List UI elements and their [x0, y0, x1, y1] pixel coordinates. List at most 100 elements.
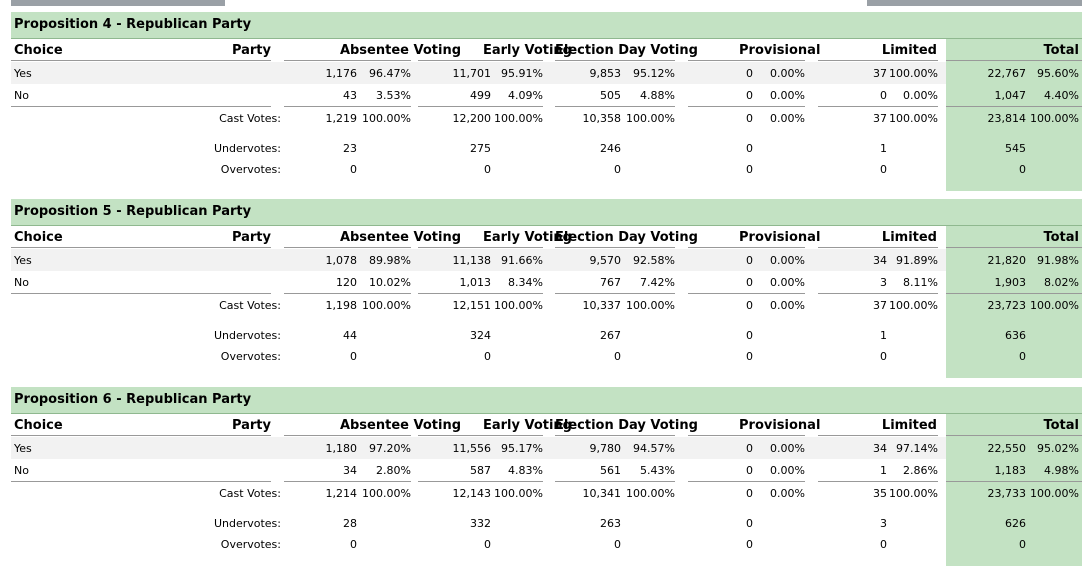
undervotes-lim: 3	[880, 517, 887, 530]
cast-total-count: 23,733	[987, 487, 1027, 500]
lim-percent: 8.11%	[903, 276, 938, 289]
undervotes-eday: 263	[600, 517, 621, 530]
undervotes-label: Undervotes:	[213, 517, 281, 530]
cast-lim-count: 35	[873, 487, 887, 500]
overvotes-total: 0	[1019, 350, 1026, 363]
total-count: 1,903	[994, 276, 1027, 289]
overvotes-label: Overvotes:	[220, 538, 281, 551]
cast-early-count: 12,151	[452, 299, 492, 312]
header-total: Total	[1043, 43, 1079, 58]
row-highlight	[11, 249, 946, 271]
scroll-indicator-left	[11, 0, 225, 6]
cast-absentee-percent: 100.00%	[362, 299, 411, 312]
cast-total-count: 23,814	[987, 112, 1027, 125]
undervotes-lim: 1	[880, 329, 887, 342]
prov-percent: 0.00%	[770, 254, 805, 267]
undervotes-absentee: 23	[343, 142, 357, 155]
choice-label: No	[14, 276, 29, 289]
cast-votes-label: Cast Votes:	[219, 299, 281, 312]
lim-count: 0	[880, 89, 887, 102]
row-separator	[418, 293, 543, 294]
lim-count: 3	[880, 276, 887, 289]
lim-count: 37	[873, 67, 887, 80]
absentee-count: 43	[343, 89, 357, 102]
section-title: Proposition 5 - Republican Party	[14, 204, 252, 219]
header-total: Total	[1043, 418, 1079, 433]
header-underline	[555, 435, 675, 436]
row-separator	[946, 106, 1082, 107]
early-count: 1,013	[459, 276, 492, 289]
early-count: 11,556	[452, 442, 492, 455]
proposition-section: Proposition 6 - Republican Party Choice Pa…	[11, 387, 1082, 567]
header-limited: Limited	[881, 418, 937, 433]
header-underline	[818, 60, 938, 61]
overvotes-absentee: 0	[350, 163, 357, 176]
overvotes-total: 0	[1019, 163, 1026, 176]
undervotes-label: Undervotes:	[213, 329, 281, 342]
cast-lim-count: 37	[873, 112, 887, 125]
cast-lim-percent: 100.00%	[889, 112, 938, 125]
header-underline	[284, 247, 411, 248]
row-separator	[555, 481, 675, 482]
header-absentee-voting: Absentee Voting	[339, 43, 461, 58]
header-provisional: Provisional	[739, 43, 821, 58]
cast-prov-percent: 0.00%	[770, 487, 805, 500]
prov-percent: 0.00%	[770, 276, 805, 289]
prov-count: 0	[746, 67, 753, 80]
undervotes-total: 636	[1005, 329, 1026, 342]
undervotes-absentee: 28	[343, 517, 357, 530]
eday-count: 9,853	[589, 67, 622, 80]
eday-count: 561	[600, 464, 621, 477]
total-percent: 95.02%	[1037, 442, 1079, 455]
row-highlight	[11, 437, 946, 459]
overvotes-label: Overvotes:	[220, 163, 281, 176]
header-party: Party	[231, 418, 271, 433]
undervotes-prov: 0	[746, 142, 753, 155]
cast-prov-count: 0	[746, 299, 753, 312]
eday-percent: 94.57%	[633, 442, 675, 455]
early-count: 11,138	[452, 254, 492, 267]
eday-percent: 5.43%	[640, 464, 675, 477]
cast-eday-count: 10,337	[582, 299, 622, 312]
header-underline	[418, 435, 543, 436]
section-title-band: Proposition 4 - Republican Party	[11, 12, 1082, 39]
lim-percent: 0.00%	[903, 89, 938, 102]
header-underline	[11, 60, 271, 61]
early-count: 587	[470, 464, 491, 477]
prov-percent: 0.00%	[770, 67, 805, 80]
eday-count: 9,780	[589, 442, 622, 455]
header-absentee-voting: Absentee Voting	[339, 418, 461, 433]
header-total: Total	[1043, 230, 1079, 245]
header-underline	[946, 247, 1082, 248]
row-separator	[818, 293, 938, 294]
header-underline	[11, 435, 271, 436]
row-separator	[11, 293, 271, 294]
overvotes-prov: 0	[746, 163, 753, 176]
undervotes-lim: 1	[880, 142, 887, 155]
cast-early-count: 12,200	[452, 112, 492, 125]
total-count: 1,047	[994, 89, 1027, 102]
row-highlight	[11, 62, 946, 84]
eday-percent: 4.88%	[640, 89, 675, 102]
eday-percent: 7.42%	[640, 276, 675, 289]
total-count: 1,183	[994, 464, 1027, 477]
header-party: Party	[231, 230, 271, 245]
lim-percent: 97.14%	[896, 442, 938, 455]
undervotes-label: Undervotes:	[213, 142, 281, 155]
row-separator	[688, 293, 805, 294]
cast-votes-label: Cast Votes:	[219, 112, 281, 125]
header-limited: Limited	[881, 230, 937, 245]
cast-lim-percent: 100.00%	[889, 487, 938, 500]
cast-absentee-count: 1,219	[325, 112, 358, 125]
header-underline	[11, 247, 271, 248]
header-absentee-voting: Absentee Voting	[339, 230, 461, 245]
lim-percent: 2.86%	[903, 464, 938, 477]
choice-label: No	[14, 89, 29, 102]
undervotes-early: 332	[470, 517, 491, 530]
early-percent: 8.34%	[508, 276, 543, 289]
lim-count: 34	[873, 254, 887, 267]
cast-early-count: 12,143	[452, 487, 492, 500]
cast-eday-count: 10,358	[582, 112, 622, 125]
header-underline	[284, 435, 411, 436]
prov-count: 0	[746, 276, 753, 289]
